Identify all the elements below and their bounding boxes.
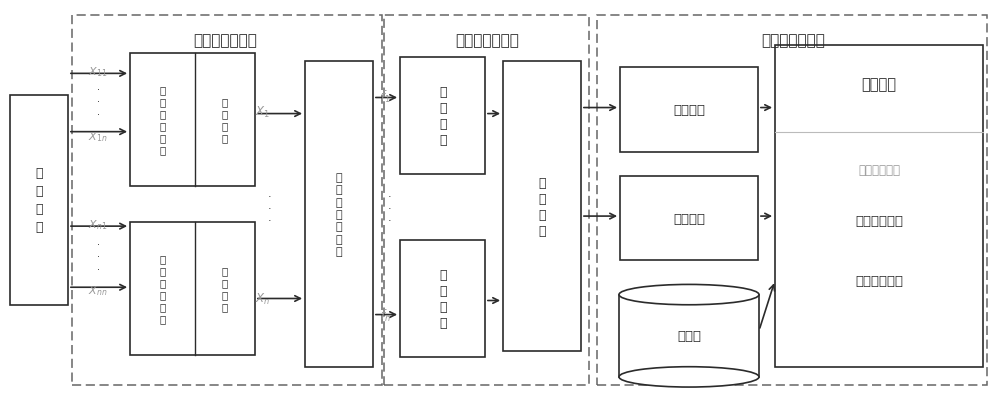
Text: 特
征
提
取: 特 征 提 取 bbox=[439, 86, 447, 147]
FancyBboxPatch shape bbox=[10, 96, 68, 305]
Text: $f_n$: $f_n$ bbox=[380, 307, 390, 323]
Text: $X_{nn}$: $X_{nn}$ bbox=[88, 284, 108, 298]
Text: 特征级融合模块: 特征级融合模块 bbox=[455, 32, 519, 48]
Text: 状态估计: 状态估计 bbox=[673, 212, 705, 225]
Ellipse shape bbox=[619, 367, 759, 387]
Text: 机组健康评估: 机组健康评估 bbox=[855, 214, 903, 227]
Text: 机组健康预测: 机组健康预测 bbox=[855, 274, 903, 287]
Text: 数据级融合模块: 数据级融合模块 bbox=[193, 32, 257, 48]
Text: 特
征
融
合: 特 征 融 合 bbox=[538, 176, 546, 237]
Text: 类
感
融
合: 类 感 融 合 bbox=[222, 266, 228, 312]
Text: ·
·
·: · · · bbox=[388, 191, 392, 226]
Text: 决策融合: 决策融合 bbox=[862, 77, 896, 92]
Text: 知识库: 知识库 bbox=[677, 329, 701, 342]
FancyBboxPatch shape bbox=[503, 62, 581, 351]
Text: $X_{n1}$: $X_{n1}$ bbox=[88, 218, 108, 231]
FancyBboxPatch shape bbox=[620, 68, 758, 152]
Text: 异
类
传
感
器
融
合: 异 类 传 感 器 融 合 bbox=[336, 172, 342, 257]
FancyBboxPatch shape bbox=[305, 62, 373, 367]
Text: 状态估计: 状态估计 bbox=[673, 104, 705, 117]
Text: 风
电
机
组: 风 电 机 组 bbox=[35, 167, 43, 234]
Text: $f_1$: $f_1$ bbox=[380, 88, 390, 104]
Text: 类
感
融
合: 类 感 融 合 bbox=[222, 97, 228, 143]
FancyBboxPatch shape bbox=[130, 223, 255, 355]
FancyBboxPatch shape bbox=[400, 241, 485, 357]
Text: $X_n$: $X_n$ bbox=[255, 291, 271, 306]
Text: ·
·
·: · · · bbox=[96, 85, 100, 119]
Text: 同
传
感
器
融
合: 同 传 感 器 融 合 bbox=[159, 85, 166, 155]
FancyBboxPatch shape bbox=[620, 176, 758, 261]
Text: ·
·
·: · · · bbox=[96, 239, 100, 274]
FancyBboxPatch shape bbox=[400, 58, 485, 174]
Text: $X_1$: $X_1$ bbox=[255, 105, 271, 120]
Text: 决策级融合模块: 决策级融合模块 bbox=[761, 32, 825, 48]
Text: 机组故障诊断: 机组故障诊断 bbox=[858, 164, 900, 177]
Text: 同
传
感
器
融
合: 同 传 感 器 融 合 bbox=[159, 254, 166, 324]
Text: 特
征
提
取: 特 征 提 取 bbox=[439, 268, 447, 329]
Text: $X_{1n}$: $X_{1n}$ bbox=[88, 130, 108, 143]
FancyBboxPatch shape bbox=[619, 295, 759, 377]
Text: ·
·
·: · · · bbox=[268, 191, 272, 226]
Ellipse shape bbox=[619, 285, 759, 305]
Text: $X_{11}$: $X_{11}$ bbox=[88, 65, 108, 79]
FancyBboxPatch shape bbox=[775, 46, 983, 367]
FancyBboxPatch shape bbox=[130, 54, 255, 186]
